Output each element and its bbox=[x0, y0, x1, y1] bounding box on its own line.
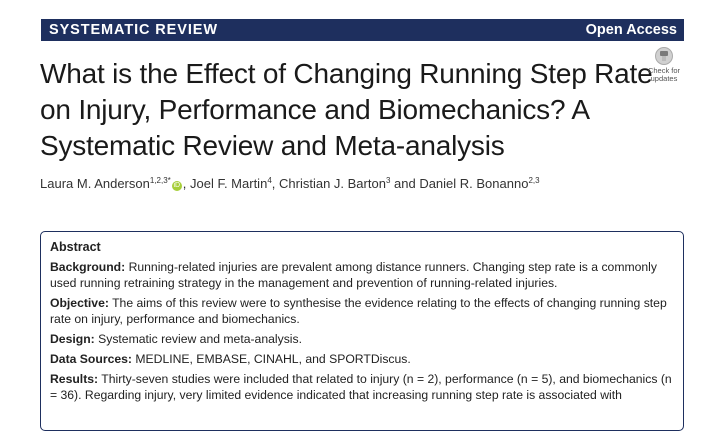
abstract-box: Abstract Background: Running-related inj… bbox=[40, 231, 684, 431]
article-type-label: SYSTEMATIC REVIEW bbox=[49, 22, 218, 38]
author-name[interactable]: Christian J. Barton bbox=[279, 176, 386, 191]
author-name[interactable]: Daniel R. Bonanno bbox=[419, 176, 529, 191]
check-for-updates-badge[interactable]: Check for updates bbox=[644, 46, 684, 86]
author-list: Laura M. Anderson1,2,3*iD, Joel F. Marti… bbox=[40, 176, 540, 191]
abstract-results: Results: Thirty-seven studies were inclu… bbox=[50, 372, 672, 402]
crossmark-icon bbox=[655, 47, 673, 65]
author-name[interactable]: Laura M. Anderson bbox=[40, 176, 150, 191]
author-affiliation: 2,3 bbox=[528, 176, 540, 185]
article-title: What is the Effect of Changing Running S… bbox=[40, 58, 653, 161]
abstract-design: Design: Systematic review and meta-analy… bbox=[50, 332, 302, 346]
author-affiliation: 4 bbox=[267, 176, 272, 185]
open-access-label: Open Access bbox=[585, 22, 677, 38]
abstract-data-sources: Data Sources: MEDLINE, EMBASE, CINAHL, a… bbox=[50, 352, 411, 366]
author-affiliation: 1,2,3* bbox=[149, 176, 171, 185]
article-type-banner: SYSTEMATIC REVIEW Open Access bbox=[41, 19, 684, 41]
abstract-background: Background: Running-related injuries are… bbox=[50, 260, 657, 290]
author-name[interactable]: Joel F. Martin bbox=[190, 176, 268, 191]
crossmark-text-2: updates bbox=[650, 74, 678, 83]
orcid-icon[interactable]: iD bbox=[171, 181, 182, 191]
author-affiliation: 3 bbox=[385, 176, 391, 185]
abstract-heading: Abstract bbox=[50, 240, 101, 254]
abstract-objective: Objective: The aims of this review were … bbox=[50, 296, 667, 326]
crossmark-text-1: Check for bbox=[647, 66, 681, 75]
